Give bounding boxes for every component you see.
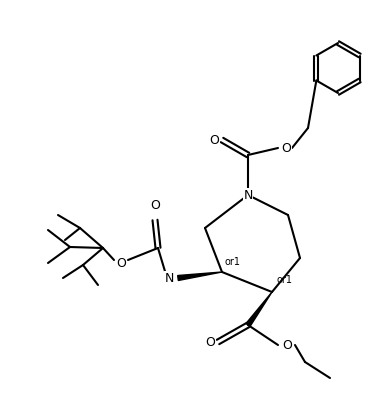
Text: O: O [209,134,219,147]
Polygon shape [178,272,222,281]
Text: N: N [164,271,174,284]
Text: O: O [150,199,160,212]
Polygon shape [246,292,272,326]
Text: O: O [116,257,126,270]
Text: or1: or1 [225,257,241,267]
Text: O: O [205,336,215,349]
Text: O: O [282,339,292,352]
Text: N: N [243,189,253,202]
Text: O: O [281,142,291,155]
Text: or1: or1 [277,275,293,285]
